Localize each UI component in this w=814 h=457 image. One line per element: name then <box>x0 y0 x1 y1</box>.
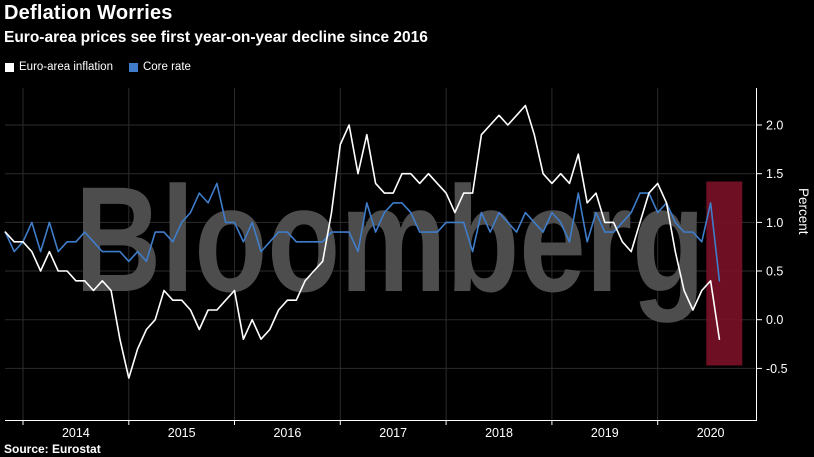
chart-title: Deflation Worries <box>4 2 173 24</box>
legend-item-euro-area-inflation: Euro-area inflation <box>5 61 113 73</box>
chart-legend: Euro-area inflation Core rate <box>5 61 191 73</box>
inflation-series-swatch-icon <box>5 62 14 72</box>
y-tick-label: 2.0 <box>766 119 783 133</box>
x-year-label: 2014 <box>62 426 90 440</box>
y-tick-label: -0.5 <box>766 362 788 376</box>
series-line-core-rate <box>4 182 721 282</box>
legend-label-core-rate: Core rate <box>142 61 191 73</box>
x-year-label: 2019 <box>591 426 619 440</box>
y-tick-label: 0.5 <box>766 265 783 279</box>
bloomberg-watermark: Bloomberg <box>75 155 705 323</box>
core-rate-series-swatch-icon <box>128 62 138 72</box>
y-tick-label: 1.5 <box>766 167 783 181</box>
legend-label-euro-area-inflation: Euro-area inflation <box>19 61 113 73</box>
x-year-label: 2017 <box>379 426 407 440</box>
x-year-label: 2020 <box>697 426 725 440</box>
source-attribution: Source: Eurostat <box>4 442 101 456</box>
y-axis-title: Percent <box>796 188 811 235</box>
x-year-label: 2018 <box>485 426 513 440</box>
y-tick-label: 1.0 <box>766 216 783 230</box>
x-year-label: 2015 <box>168 426 196 440</box>
y-tick-label: 0.0 <box>766 313 783 327</box>
legend-item-core-rate: Core rate <box>128 61 191 73</box>
x-year-label: 2016 <box>273 426 301 440</box>
chart-subtitle: Euro-area prices see first year-on-year … <box>4 29 428 46</box>
series-line-euro-area-inflation <box>4 104 721 379</box>
